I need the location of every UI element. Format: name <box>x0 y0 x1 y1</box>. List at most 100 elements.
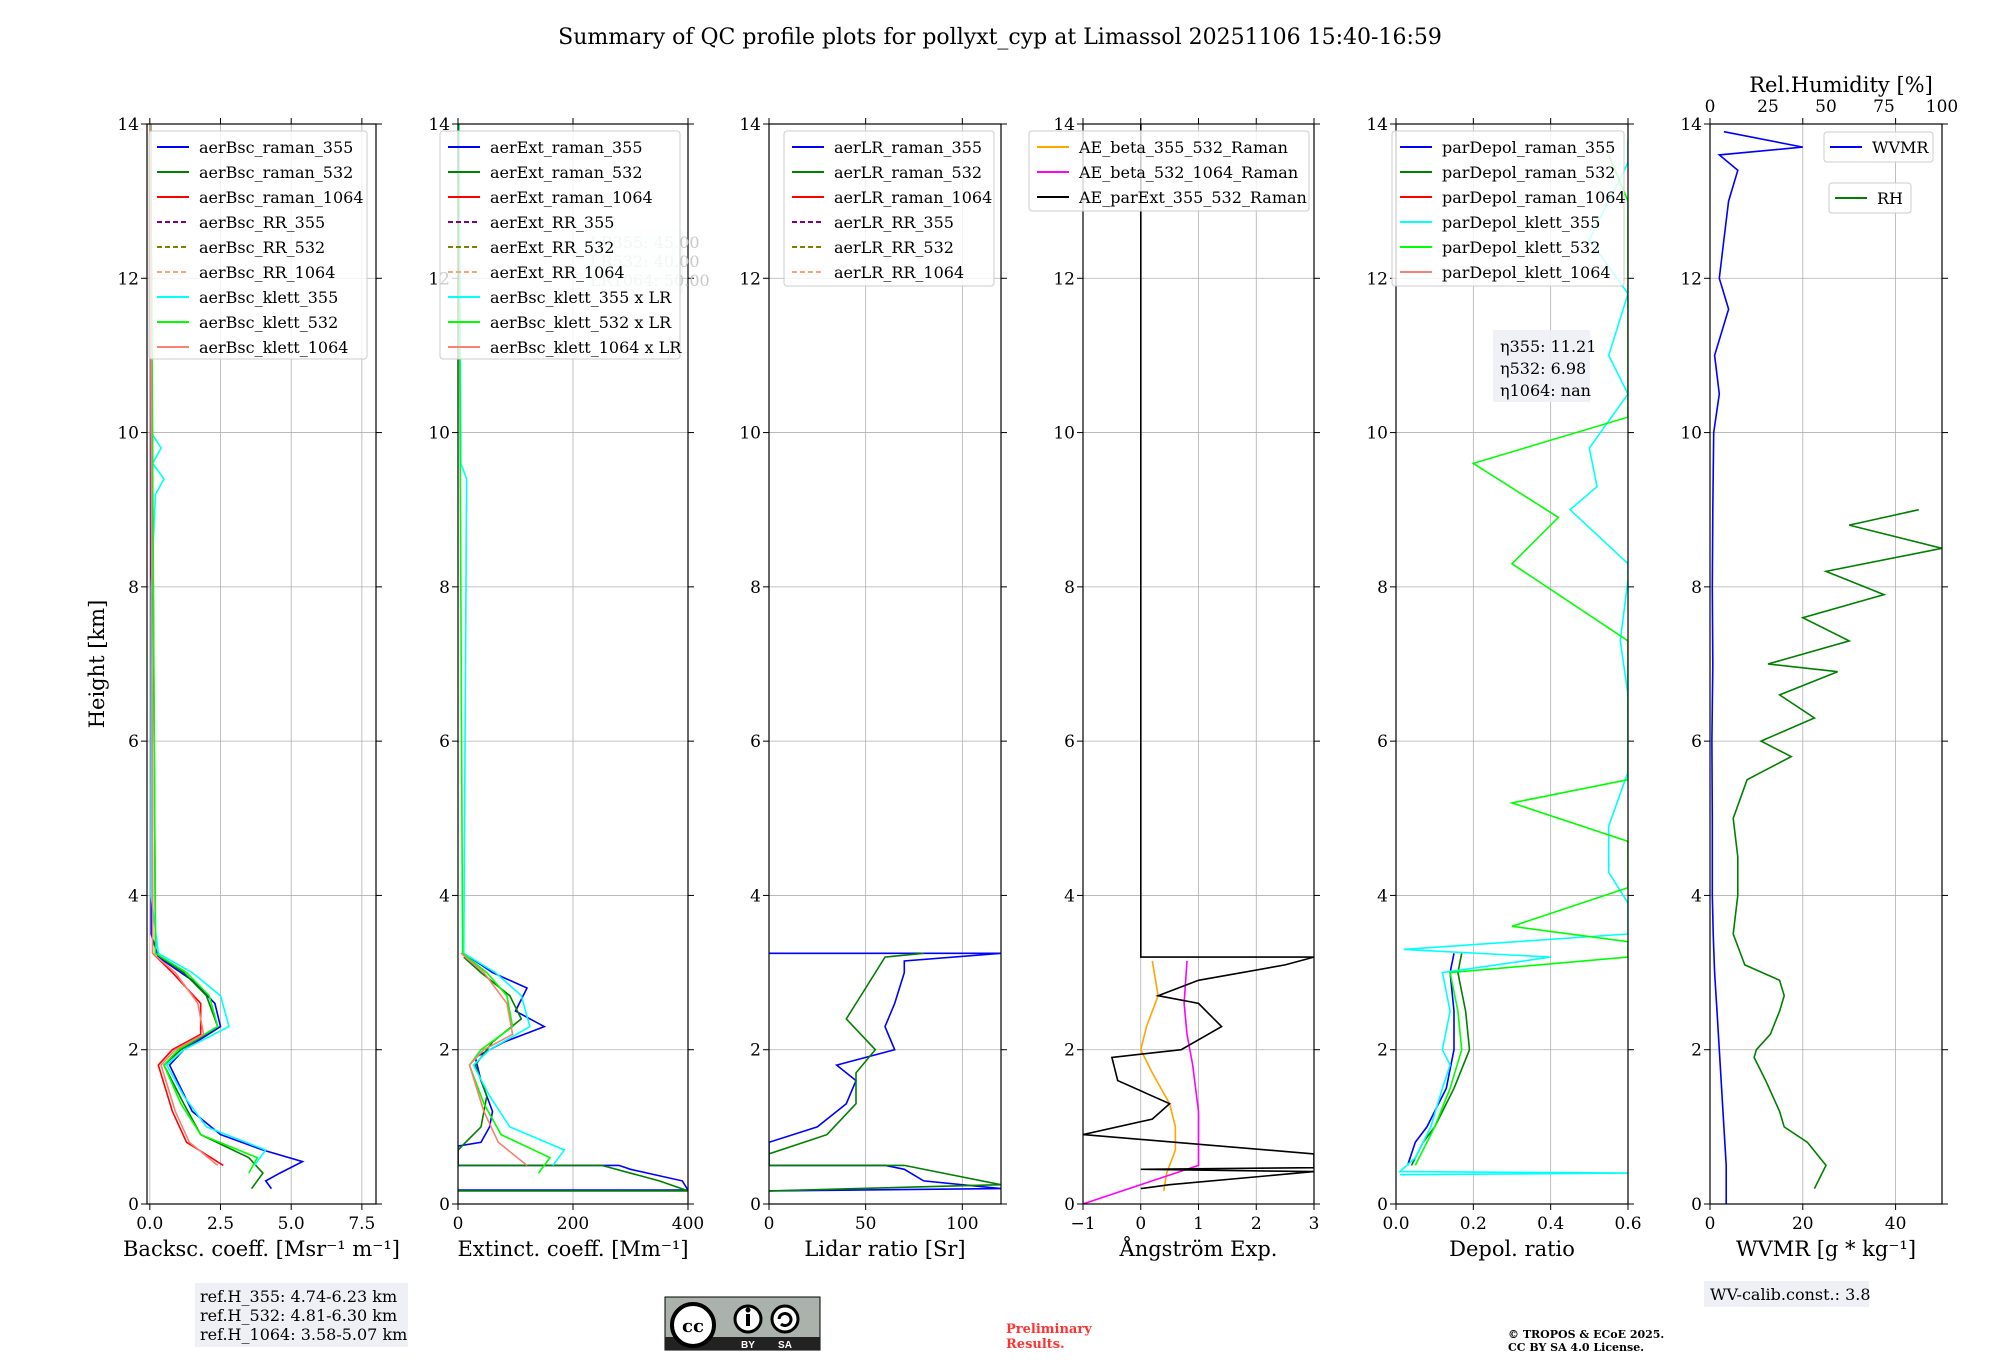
legend-label: AE_beta_532_1064_Raman <box>1078 163 1298 182</box>
y-tick-label: 2 <box>1064 1041 1075 1061</box>
series-line-parDepol-klett-355 <box>1397 139 1628 1176</box>
series-line-aerBsc-raman-355 <box>149 124 305 1190</box>
y-tick-label: 8 <box>1064 578 1075 598</box>
y-tick-label: 4 <box>1064 886 1075 906</box>
legend-label: parDepol_klett_532 <box>1442 238 1600 257</box>
y-tick-label: 10 <box>739 424 761 444</box>
legend-label: aerExt_RR_355 <box>490 213 614 232</box>
series-line-parDepol-klett-532 <box>1414 154 1628 1166</box>
y-tick-label: 0 <box>1377 1195 1388 1215</box>
copyright-text-2: CC BY SA 4.0 License. <box>1508 1341 1644 1354</box>
series-group <box>1711 130 1942 1204</box>
ref-height-1064: ref.H_1064: 3.58-5.07 km <box>200 1325 407 1344</box>
x-tick-label: 0 <box>764 1214 775 1234</box>
y-tick-label: 12 <box>1680 269 1702 289</box>
x-tick-label: 0.0 <box>136 1214 163 1234</box>
x-axis-label: Depol. ratio <box>1449 1237 1575 1261</box>
legend-label: aerExt_raman_532 <box>490 163 643 182</box>
legend-label: aerBsc_raman_1064 <box>199 188 364 207</box>
x-tick-label: 0 <box>1705 1214 1716 1234</box>
legend-label: parDepol_klett_1064 <box>1442 263 1611 282</box>
y-tick-label: 4 <box>1691 886 1702 906</box>
panel-6: 0 20 40 0 2 4 6 8 10 12 14 WVMR [g * kg⁻¹] 0 25 50 75 10… <box>1680 73 1958 1307</box>
y-tick-label: 6 <box>1691 732 1702 752</box>
series-line-WVMR <box>1711 130 1803 1204</box>
eta-text: η532: 6.98 <box>1500 359 1586 378</box>
y-tick-label: 10 <box>1366 424 1388 444</box>
y-tick-label: 2 <box>750 1041 761 1061</box>
legend-label: aerExt_RR_1064 <box>490 263 625 282</box>
x-tick-label: 0 <box>453 1214 464 1234</box>
y-tick-label: 4 <box>750 886 761 906</box>
legend-label: aerBsc_klett_355 x LR <box>490 288 672 307</box>
legend-label: parDepol_raman_1064 <box>1442 188 1626 207</box>
sa-label: SA <box>778 1340 792 1351</box>
top-tick-label: 75 <box>1873 97 1895 117</box>
eta-text: η355: 11.21 <box>1500 337 1596 356</box>
y-tick-label: 14 <box>117 115 139 135</box>
panel-3: 0 50 100 0 2 4 6 8 10 12 14 Lidar ratio [Sr] aerLR_r… <box>739 115 1007 1261</box>
svg-text:cc: cc <box>682 1316 704 1337</box>
y-tick-label: 6 <box>128 732 139 752</box>
top-tick-label: 0 <box>1705 97 1716 117</box>
series-group <box>769 952 1001 1192</box>
series-line-aerLR-raman-532 <box>769 952 1001 1192</box>
y-tick-label: 12 <box>1053 269 1075 289</box>
x-tick-label: 7.5 <box>348 1214 375 1234</box>
y-tick-label: 0 <box>439 1195 450 1215</box>
legend-label: aerLR_raman_355 <box>834 138 982 157</box>
y-tick-label: 14 <box>428 115 450 135</box>
series-group <box>1397 139 1628 1176</box>
top-tick-label: 25 <box>1757 97 1779 117</box>
legend-label: AE_beta_355_532_Raman <box>1078 138 1288 157</box>
x-axis-label: Backsc. coeff. [Msr⁻¹ m⁻¹] <box>123 1237 400 1261</box>
legend-box <box>1391 130 1625 287</box>
series-line-aerBsc-klett-532 <box>149 124 259 1174</box>
y-tick-label: 14 <box>1053 115 1075 135</box>
x-tick-label: 400 <box>672 1214 704 1234</box>
y-tick-label: 14 <box>1366 115 1388 135</box>
y-tick-label: 8 <box>1691 578 1702 598</box>
legend-label: aerLR_raman_532 <box>834 163 982 182</box>
y-tick-label: 14 <box>1680 115 1702 135</box>
legend-label: aerBsc_klett_355 <box>199 288 338 307</box>
legend-label: aerBsc_raman_532 <box>199 163 353 182</box>
y-tick-label: 8 <box>128 578 139 598</box>
y-tick-label: 8 <box>1377 578 1388 598</box>
legend-label: AE_parExt_355_532_Raman <box>1078 188 1307 207</box>
y-tick-label: 4 <box>128 886 139 906</box>
y-tick-label: 4 <box>439 886 450 906</box>
by-label: BY <box>741 1340 755 1351</box>
x-tick-label: 0 <box>1135 1214 1146 1234</box>
legend-label: aerBsc_klett_1064 x LR <box>490 338 682 357</box>
y-tick-label: 2 <box>1377 1041 1388 1061</box>
axes-frame <box>1395 123 1629 1205</box>
legend-box <box>1823 131 1934 163</box>
copyright-text-1: © TROPOS & ECoE 2025. <box>1508 1328 1664 1341</box>
series-line-aerBsc-klett-1064-x-LR <box>460 952 528 1167</box>
series-line-AE-beta-532-1064-Raman <box>1083 960 1200 1204</box>
legend-label: aerLR_RR_532 <box>834 238 954 257</box>
y-tick-label: 2 <box>439 1041 450 1061</box>
series-line-RH <box>1732 508 1942 1189</box>
x-tick-label: 0.4 <box>1537 1214 1564 1234</box>
x-tick-label: 3 <box>1309 1214 1320 1234</box>
series-line-AE-parExt-355-532-Raman <box>1083 124 1314 1190</box>
series-line-aerBsc-raman-1064 <box>149 124 224 1167</box>
x-tick-label: 20 <box>1792 1214 1814 1234</box>
x-axis-label: Ångström Exp. <box>1119 1236 1278 1261</box>
y-tick-label: 10 <box>1680 424 1702 444</box>
legend-label: parDepol_klett_355 <box>1442 213 1600 232</box>
x-tick-label: 2 <box>1251 1214 1262 1234</box>
y-tick-label: 6 <box>439 732 450 752</box>
legend-box <box>439 130 681 360</box>
series-line-aerExt-raman-355 <box>458 956 688 1191</box>
x-tick-label: 1 <box>1193 1214 1204 1234</box>
legend-label: aerBsc_RR_355 <box>199 213 325 232</box>
x-tick-label: 0.6 <box>1614 1214 1641 1234</box>
top-tick-label: 100 <box>1926 97 1958 117</box>
series-group <box>149 124 305 1190</box>
